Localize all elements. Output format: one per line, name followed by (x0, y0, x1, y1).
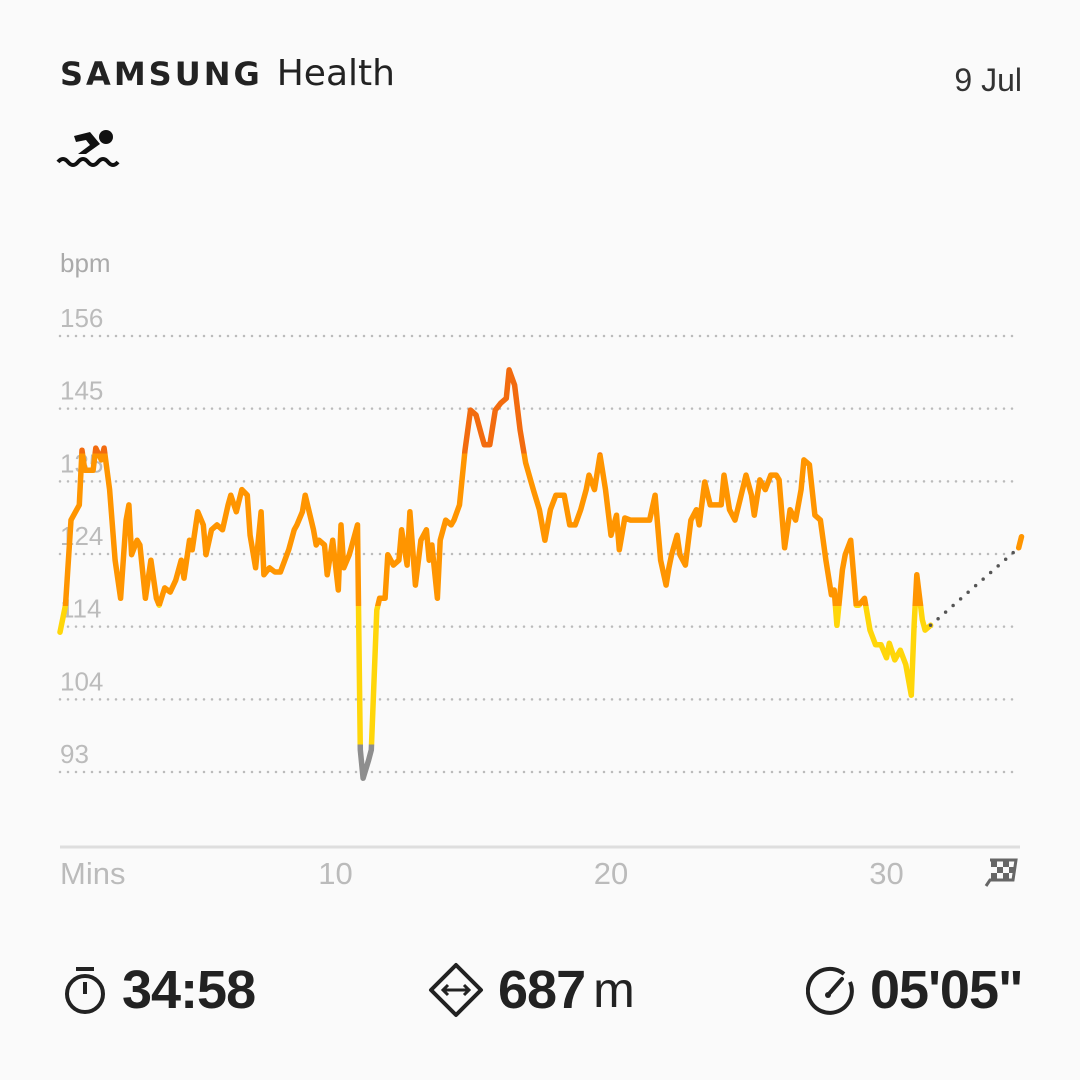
y-tick-label: 104 (60, 666, 103, 696)
swimming-icon (56, 130, 120, 167)
distance-stat: 687 m (428, 950, 635, 1030)
distance-value: 687 (498, 960, 586, 1020)
y-tick-label: 124 (60, 521, 103, 551)
x-axis-label: Mins (60, 856, 125, 891)
distance-unit: m (593, 962, 635, 1018)
heart-rate-line (57, 367, 934, 781)
workout-stats: 34:58 687 m 05'05" (0, 950, 1080, 1030)
checkered-flag-icon (984, 858, 1018, 887)
y-axis-label: bpm (60, 248, 111, 278)
brand-word: SAMSUNG (60, 55, 263, 93)
y-tick-label: 93 (60, 739, 89, 769)
stopwatch-icon (65, 967, 105, 1014)
app-word: Health (276, 53, 395, 94)
samsung-health-logo: SAMSUNG Health (60, 52, 395, 95)
pace-value: 05'05" (870, 960, 1024, 1020)
heart-rate-gap-line (928, 546, 1021, 628)
heart-rate-line (1015, 533, 1025, 551)
y-tick-label: 145 (60, 376, 103, 406)
x-tick-label: 10 (318, 856, 352, 891)
distance-diamond-icon (429, 963, 483, 1017)
duration-value: 34:58 (122, 960, 256, 1020)
duration-stat: 34:58 (62, 950, 256, 1030)
workout-date: 9 Jul (954, 62, 1022, 98)
y-tick-label: 156 (60, 303, 103, 333)
speedometer-icon (806, 966, 854, 1015)
x-tick-label: 20 (594, 856, 628, 891)
x-tick-label: 30 (869, 856, 903, 891)
pace-stat: 05'05" (806, 950, 1024, 1030)
